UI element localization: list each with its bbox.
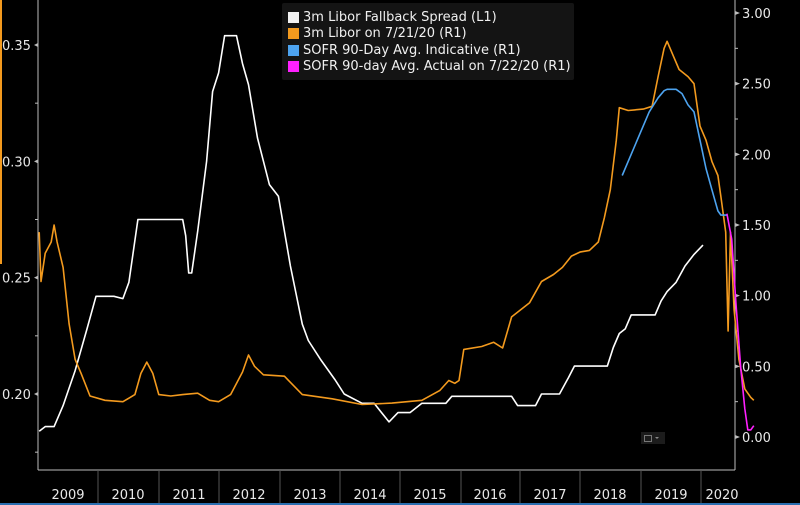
legend-item-sofr-actual[interactable]: SOFR 90-day Avg. Actual on 7/22/20 (R1) (288, 59, 574, 76)
svg-text:2009: 2009 (51, 488, 84, 503)
svg-text:0.25: 0.25 (2, 272, 31, 287)
legend-label: 3m Libor Fallback Spread (L1) (303, 9, 497, 25)
chart-series (38, 34, 755, 432)
svg-text:2010: 2010 (111, 488, 144, 503)
chart-legend: 3m Libor Fallback Spread (L1) 3m Libor o… (282, 3, 574, 80)
legend-label: SOFR 90-Day Avg. Indicative (R1) (303, 42, 521, 58)
svg-text:2016: 2016 (473, 488, 506, 503)
chevron-down-icon (655, 437, 659, 439)
chart-type-button[interactable] (641, 432, 665, 444)
svg-text:2013: 2013 (293, 488, 326, 503)
legend-swatch-blue (288, 44, 299, 56)
svg-text:2.00: 2.00 (742, 148, 771, 163)
chart-axes: 0.35 0.30 0.25 0.20 3.00 2.50 2.00 1.50 1.00 0.50… (2, 0, 771, 503)
svg-text:2017: 2017 (533, 488, 566, 503)
legend-item-fallback-spread[interactable]: 3m Libor Fallback Spread (L1) (288, 9, 574, 26)
svg-text:2020: 2020 (705, 488, 738, 503)
svg-text:2015: 2015 (413, 488, 446, 503)
svg-text:2019: 2019 (654, 488, 687, 503)
bottom-border (0, 503, 800, 505)
svg-text:2011: 2011 (172, 488, 205, 503)
legend-swatch-orange (288, 28, 299, 40)
legend-label: SOFR 90-day Avg. Actual on 7/22/20 (R1) (303, 59, 571, 75)
svg-text:0.35: 0.35 (2, 39, 31, 54)
svg-text:2.50: 2.50 (742, 78, 771, 93)
legend-label: 3m Libor on 7/21/20 (R1) (303, 26, 467, 42)
svg-text:2018: 2018 (593, 488, 626, 503)
svg-text:1.50: 1.50 (742, 219, 771, 234)
svg-text:3.00: 3.00 (742, 7, 771, 22)
svg-text:1.00: 1.00 (742, 290, 771, 305)
legend-swatch-magenta (288, 61, 299, 73)
svg-text:0.00: 0.00 (742, 431, 771, 446)
svg-text:2012: 2012 (232, 488, 265, 503)
line-chart-icon (644, 434, 652, 442)
svg-text:0.50: 0.50 (742, 360, 771, 375)
legend-swatch-white (288, 11, 299, 23)
svg-text:2014: 2014 (353, 488, 386, 503)
svg-text:0.30: 0.30 (2, 155, 31, 170)
legend-item-3m-libor[interactable]: 3m Libor on 7/21/20 (R1) (288, 26, 574, 43)
legend-item-sofr-indicative[interactable]: SOFR 90-Day Avg. Indicative (R1) (288, 42, 574, 59)
svg-text:0.20: 0.20 (2, 388, 31, 403)
left-axis-accent-bar (0, 0, 2, 264)
